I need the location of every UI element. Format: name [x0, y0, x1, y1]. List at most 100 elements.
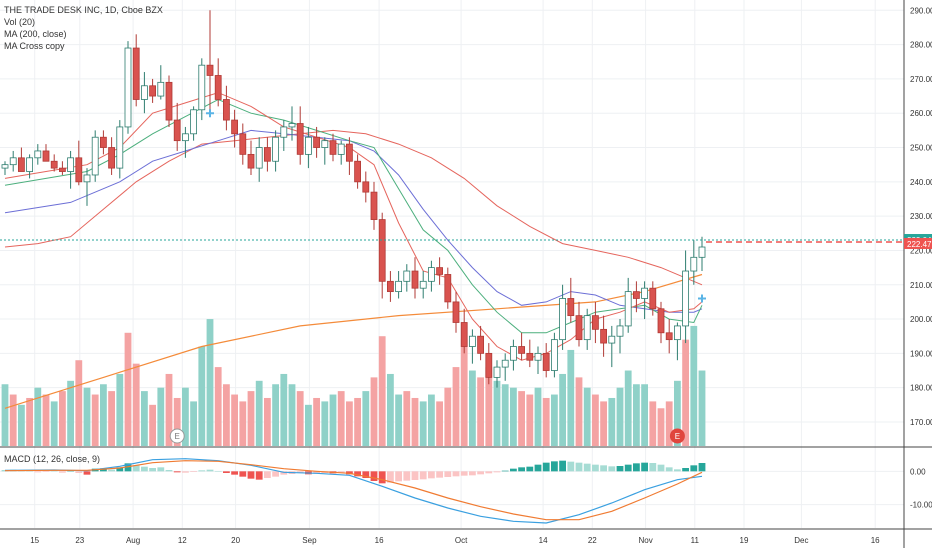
candle-body[interactable]: [624, 291, 632, 327]
candle-body[interactable]: [386, 280, 394, 293]
candle-body[interactable]: [542, 352, 550, 371]
candle-body[interactable]: [124, 47, 132, 128]
candle-body[interactable]: [345, 143, 353, 162]
volume-bar: [559, 373, 566, 446]
candle-body[interactable]: [485, 352, 493, 378]
candle-body[interactable]: [198, 64, 206, 111]
candle-body[interactable]: [616, 325, 624, 337]
candle-body[interactable]: [682, 270, 689, 327]
candle-body[interactable]: [26, 157, 34, 172]
volume-bar: [526, 394, 534, 446]
candle-body[interactable]: [1, 164, 9, 169]
candle-body[interactable]: [477, 335, 485, 354]
candle-body[interactable]: [657, 308, 665, 334]
candle-body[interactable]: [493, 366, 501, 378]
candle-body[interactable]: [526, 352, 534, 361]
candle-body[interactable]: [42, 150, 50, 162]
volume-bar: [641, 384, 648, 446]
candle-body[interactable]: [321, 140, 329, 148]
candle-body[interactable]: [633, 291, 640, 299]
candle-body[interactable]: [649, 287, 657, 310]
candle-body[interactable]: [9, 157, 17, 166]
candle-body[interactable]: [181, 133, 189, 142]
candle-body[interactable]: [641, 287, 648, 299]
candle-body[interactable]: [411, 270, 419, 289]
candle-body[interactable]: [608, 335, 616, 344]
candle-body[interactable]: [296, 123, 304, 155]
candle-body[interactable]: [91, 136, 99, 176]
candle-body[interactable]: [592, 315, 599, 330]
candle-body[interactable]: [583, 315, 591, 341]
candle-body[interactable]: [59, 167, 66, 172]
candle-body[interactable]: [452, 301, 460, 323]
candle-body[interactable]: [280, 126, 288, 138]
candle-body[interactable]: [575, 315, 583, 341]
candle-body[interactable]: [190, 109, 198, 135]
candle-body[interactable]: [427, 267, 435, 282]
macd-hist-bar: [477, 471, 484, 475]
candle-body[interactable]: [362, 181, 370, 193]
candle-body[interactable]: [460, 322, 468, 347]
candle-body[interactable]: [34, 150, 42, 159]
candle-body[interactable]: [116, 126, 124, 169]
candle-body[interactable]: [263, 147, 271, 162]
candle-body[interactable]: [247, 153, 255, 169]
candle-body[interactable]: [665, 332, 673, 341]
candle-body[interactable]: [132, 47, 140, 100]
macd-hist-bar: [337, 471, 345, 473]
candle-body[interactable]: [255, 147, 263, 169]
candle-body[interactable]: [206, 64, 214, 76]
candle-body[interactable]: [239, 133, 247, 155]
candle-body[interactable]: [419, 280, 427, 289]
candle-body[interactable]: [288, 123, 296, 128]
volume-bar: [419, 401, 427, 446]
candle-body[interactable]: [370, 191, 378, 220]
candle-body[interactable]: [100, 136, 107, 148]
candle-body[interactable]: [378, 219, 386, 282]
candle-body[interactable]: [354, 160, 362, 183]
candle-body[interactable]: [337, 143, 345, 155]
candle-body[interactable]: [518, 346, 525, 354]
candle-body[interactable]: [600, 328, 607, 344]
candle-body[interactable]: [444, 274, 452, 303]
candle-body[interactable]: [157, 81, 165, 97]
candle-body[interactable]: [17, 157, 25, 172]
candle-body[interactable]: [559, 298, 566, 341]
candle-body[interactable]: [313, 136, 321, 148]
candle-body[interactable]: [436, 267, 444, 275]
candle-body[interactable]: [222, 99, 230, 121]
candle-body[interactable]: [403, 270, 411, 282]
macd-hist-bar: [690, 465, 698, 472]
candle-body[interactable]: [67, 157, 74, 172]
candle-body[interactable]: [83, 174, 91, 183]
candle-body[interactable]: [567, 298, 575, 317]
volume-bar: [173, 397, 181, 446]
candle-body[interactable]: [534, 352, 542, 361]
candle-body[interactable]: [698, 246, 706, 258]
earnings-marker[interactable]: [169, 428, 185, 444]
candle-body[interactable]: [304, 136, 312, 155]
candle-body[interactable]: [231, 119, 239, 135]
candle-body[interactable]: [149, 85, 157, 97]
candle-body[interactable]: [509, 346, 517, 361]
candle-body[interactable]: [395, 280, 403, 293]
candle-body[interactable]: [140, 85, 148, 100]
candle-body[interactable]: [690, 256, 698, 272]
candle-body[interactable]: [551, 339, 558, 371]
candle-body[interactable]: [75, 157, 83, 183]
candle-body[interactable]: [173, 119, 181, 142]
macd-hist-bar: [198, 470, 206, 472]
candle-body[interactable]: [214, 75, 222, 100]
candle-body[interactable]: [108, 147, 115, 169]
candle-body[interactable]: [50, 160, 58, 169]
candle-body[interactable]: [501, 359, 509, 368]
candle-body[interactable]: [272, 136, 280, 162]
time-tick-label: 23: [75, 536, 84, 545]
candle-body[interactable]: [468, 335, 476, 347]
candle-body[interactable]: [674, 325, 681, 341]
candle-body[interactable]: [165, 81, 173, 121]
candle-body[interactable]: [329, 140, 337, 155]
time-tick-label: Aug: [126, 536, 140, 545]
earnings-marker[interactable]: [669, 428, 685, 444]
